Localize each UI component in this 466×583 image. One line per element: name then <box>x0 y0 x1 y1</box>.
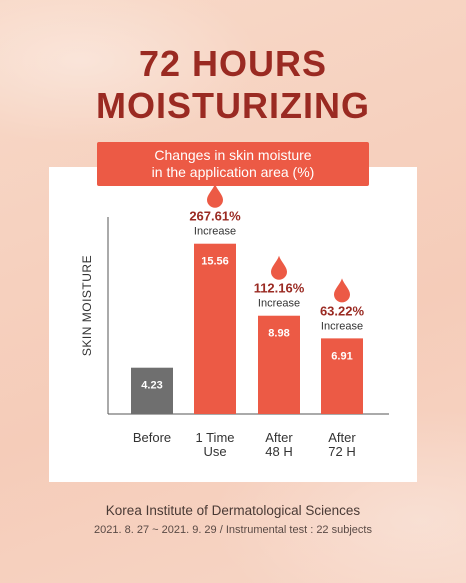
x-tick-label-2-1: 48 H <box>265 444 292 459</box>
increase-percent-3: 63.22% <box>320 303 365 318</box>
x-tick-label-2-0: After <box>265 430 293 445</box>
bar-value-label-3: 6.91 <box>331 350 352 362</box>
chart-banner: Changes in skin moisture in the applicat… <box>97 142 369 186</box>
test-details: 2021. 8. 27 ~ 2021. 9. 29 / Instrumental… <box>94 524 372 536</box>
institute-name: Korea Institute of Dermatological Scienc… <box>105 503 361 518</box>
x-tick-label-1-1: Use <box>203 444 226 459</box>
increase-word-1: Increase <box>194 226 236 238</box>
banner-line-2: in the application area (%) <box>151 164 315 180</box>
x-tick-label-3-0: After <box>328 430 356 445</box>
bar-value-label-2: 8.98 <box>268 328 289 340</box>
water-drop-icon-3 <box>334 278 350 303</box>
x-tick-label-3-1: 72 H <box>328 444 355 459</box>
y-axis-label: SKIN MOISTURE <box>80 255 94 356</box>
bar-1 <box>194 243 236 414</box>
x-tick-label-0-0: Before <box>133 430 171 445</box>
bar-0 <box>131 367 173 414</box>
water-drop-icon-2 <box>271 255 287 280</box>
water-drop-icon-1 <box>207 183 223 208</box>
bar-value-label-1: 15.56 <box>201 256 229 268</box>
x-tick-label-1-0: 1 Time <box>195 430 234 445</box>
banner-line-1: Changes in skin moisture <box>154 147 312 163</box>
increase-percent-1: 267.61% <box>189 209 241 224</box>
bar-value-label-0: 4.23 <box>141 380 162 392</box>
title-line-1: 72 HOURS <box>138 43 328 84</box>
increase-word-2: Increase <box>258 298 300 310</box>
bar-3 <box>321 338 363 414</box>
bar-2 <box>258 315 300 414</box>
increase-word-3: Increase <box>321 320 363 332</box>
title-line-2: MOISTURIZING <box>96 85 370 126</box>
increase-percent-2: 112.16% <box>254 281 305 296</box>
